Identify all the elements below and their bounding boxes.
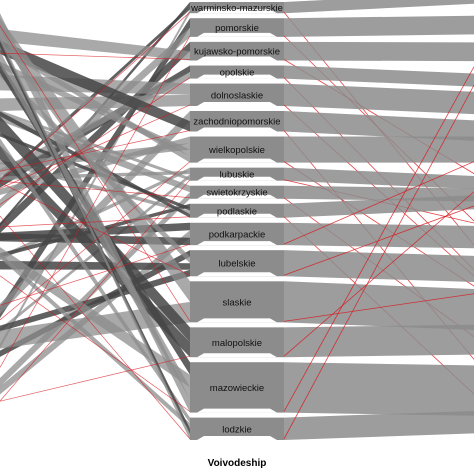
node-notch-slaskie: [197, 318, 277, 323]
node-bar-mazowieckie: [190, 362, 284, 413]
left-ribbon-lodzkie: [0, 252, 190, 429]
node-label-slaskie: slaskie: [222, 297, 251, 308]
node-bar-malopolskie: [190, 327, 284, 358]
right-ribbon-podkarpackie: [284, 222, 474, 249]
node-notch-kujawsko-pomorskie: [197, 56, 277, 61]
left-ribbon-wielkopolskie: [0, 44, 190, 163]
node-label-mazowieckie: mazowieckie: [210, 383, 264, 394]
node-label-swietokrzyskie: swietokrzyskie: [206, 188, 267, 199]
right-ribbon-dolnoslaskie: [284, 83, 474, 115]
node-bar-lodzkie: [190, 417, 284, 440]
right-ribbon-opolskie: [284, 65, 474, 87]
left-highlight-swietokrzyskie: [0, 180, 191, 199]
node-notch-podkarpackie: [197, 241, 277, 246]
left-highlight-dolnoslaskie: [0, 104, 191, 189]
left-highlight-opolskie: [0, 77, 191, 205]
node-notch-podlaskie: [197, 213, 277, 218]
left-highlight-podlaskie: [0, 216, 191, 228]
right-ribbon-warminsko-mazurskie: [284, 0, 474, 14]
right-ribbon-kujawsko-pomorskie: [284, 41, 474, 62]
node-label-lubuskie: lubuskie: [220, 170, 255, 181]
node-notch-lubelskie: [197, 272, 277, 277]
node-label-dolnoslaskie: dolnoslaskie: [211, 90, 263, 101]
right-highlight-lodzkie: [283, 84, 474, 440]
node-label-lodzkie: lodzkie: [222, 424, 252, 435]
left-highlight-wielkopolskie: [0, 161, 191, 321]
node-bar-zachodniopomorskie: [190, 110, 284, 132]
node-notch-malopolskie: [197, 353, 277, 358]
node-label-opolskie: opolskie: [220, 68, 255, 79]
right-highlight-lubelskie: [283, 205, 474, 276]
right-ribbon-malopolskie: [284, 324, 474, 358]
node-notch-dolnoslaskie: [197, 101, 277, 106]
right-highlight-mazowieckie: [283, 66, 474, 412]
node-bar-pomorskie: [190, 18, 284, 37]
fans-layer: [190, 2, 284, 440]
right-ribbon-lubelskie: [284, 250, 474, 282]
node-label-kujawsko-pomorskie: kujawsko-pomorskie: [194, 47, 280, 58]
node-bar-warminsko-mazurskie: [190, 2, 284, 14]
right-highlight-malopolskie: [283, 191, 474, 357]
node-bar-wielkopolskie: [190, 136, 284, 163]
ribbons-layer: [0, 0, 474, 441]
node-bar-kujawsko-pomorskie: [190, 41, 284, 61]
node-notch-warminsko-mazurskie: [197, 9, 277, 14]
left-ribbon-mazowieckie: [0, 13, 190, 413]
node-notch-opolskie: [197, 74, 277, 79]
left-highlight-malopolskie: [0, 355, 191, 402]
right-ribbon-slaskie: [284, 281, 474, 331]
node-notch-zachodniopomorskie: [197, 127, 277, 132]
node-notch-swietokrzyskie: [197, 194, 277, 199]
left-ribbon-lubuskie: [0, 110, 190, 181]
left-ribbon-slaskie: [0, 17, 190, 302]
left-highlight-kujawsko-pomorskie: [0, 52, 191, 60]
node-labels: warminsko-mazurskie pomorskie kujawsko-pom…: [190, 3, 283, 435]
node-notch-mazowieckie: [197, 408, 277, 413]
left-highlight-podkarpackie: [0, 243, 191, 306]
right-ribbon-zachodniopomorskie: [284, 110, 474, 141]
x-axis-title: Voivodeship: [208, 458, 267, 469]
node-bar-podkarpackie: [190, 222, 284, 246]
node-bar-slaskie: [190, 281, 284, 323]
left-highlight-pomorskie: [0, 35, 191, 368]
left-ribbon-lodzkie: [0, 138, 190, 424]
right-highlight-podkarpackie: [283, 161, 474, 245]
right-ribbon-wielkopolskie: [284, 136, 474, 163]
node-label-podkarpackie: podkarpackie: [209, 229, 266, 240]
right-ribbon-mazowieckie: [284, 362, 474, 416]
right-ribbon-pomorskie: [284, 15, 474, 37]
node-label-pomorskie: pomorskie: [215, 23, 259, 34]
node-label-wielkopolskie: wielkopolskie: [208, 145, 265, 156]
node-notch-wielkopolskie: [197, 158, 277, 163]
left-highlight-warminsko-mazurskie: [0, 11, 191, 182]
node-notch-lodzkie: [197, 436, 277, 440]
left-ribbon-kujawsko-pomorskie: [0, 29, 190, 61]
node-label-lubelskie: lubelskie: [219, 259, 256, 270]
left-highlight-slaskie: [0, 25, 191, 322]
right-ribbon-lodzkie: [284, 410, 474, 440]
left-highlight-zachodniopomorskie: [0, 130, 191, 172]
node-notch-lubuskie: [197, 176, 277, 181]
right-ribbon-podlaskie: [284, 195, 474, 218]
node-label-zachodniopomorskie: zachodniopomorskie: [193, 117, 280, 128]
node-label-malopolskie: malopolskie: [212, 338, 262, 349]
right-ribbon-lubuskie: [284, 167, 474, 190]
left-highlight-lubuskie: [0, 179, 191, 402]
left-highlight-mazowieckie: [0, 275, 191, 412]
node-label-warminsko-mazurskie: warminsko-mazurskie: [190, 3, 283, 14]
left-ribbon-zachodniopomorskie: [0, 40, 190, 132]
node-bar-lubelskie: [190, 250, 284, 277]
node-label-podlaskie: podlaskie: [217, 206, 257, 217]
node-bar-dolnoslaskie: [190, 83, 284, 106]
left-highlight-lodzkie: [0, 215, 191, 440]
left-ribbon-lodzkie: [0, 35, 190, 441]
left-ribbon-lubelskie: [0, 260, 190, 270]
node-notch-pomorskie: [197, 32, 277, 37]
right-highlight-slaskie: [283, 293, 474, 322]
left-highlight-lubelskie: [0, 182, 191, 276]
